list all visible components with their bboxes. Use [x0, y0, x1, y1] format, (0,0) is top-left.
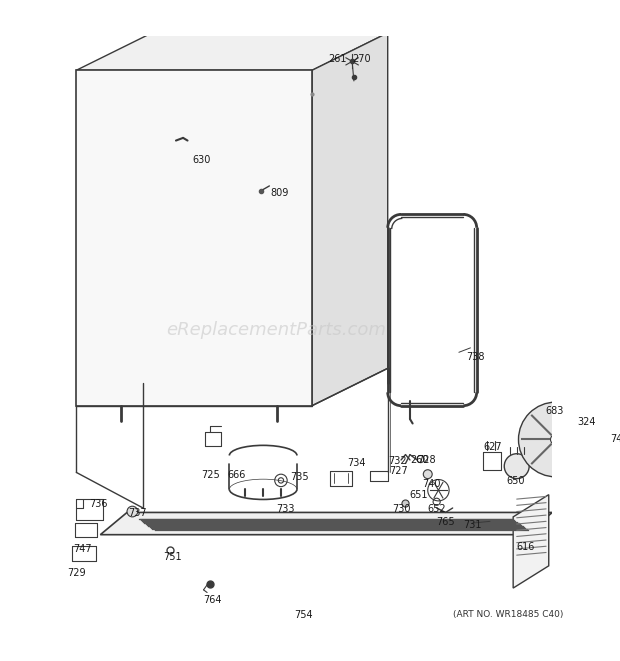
Text: (ART NO. WR18485 C40): (ART NO. WR18485 C40)	[453, 610, 563, 619]
Text: 260: 260	[410, 455, 428, 465]
Circle shape	[518, 402, 593, 477]
Text: 731: 731	[463, 520, 482, 529]
Circle shape	[551, 434, 561, 445]
Text: 729: 729	[68, 568, 86, 578]
Text: 727: 727	[389, 466, 408, 476]
Polygon shape	[312, 33, 388, 406]
Text: 630: 630	[192, 155, 210, 165]
Text: 751: 751	[164, 553, 182, 563]
Text: 735: 735	[290, 471, 309, 481]
Text: 683: 683	[545, 406, 564, 416]
Polygon shape	[76, 33, 388, 70]
Circle shape	[504, 453, 529, 479]
Text: 747: 747	[74, 543, 92, 553]
Circle shape	[127, 506, 138, 517]
Text: eReplacementParts.com: eReplacementParts.com	[167, 321, 386, 339]
Text: 754: 754	[294, 610, 313, 620]
Text: 261: 261	[328, 54, 347, 64]
Text: 616: 616	[516, 542, 535, 552]
Text: 725: 725	[201, 470, 219, 480]
Text: 734: 734	[348, 458, 366, 468]
Text: 270: 270	[352, 54, 371, 64]
Text: 732: 732	[388, 456, 406, 467]
Circle shape	[402, 500, 409, 507]
Text: 324: 324	[577, 417, 596, 427]
Polygon shape	[100, 512, 552, 535]
Polygon shape	[513, 494, 549, 588]
Text: 740: 740	[422, 479, 441, 488]
Text: 737: 737	[128, 508, 146, 518]
Text: 733: 733	[277, 504, 295, 514]
Text: 749: 749	[610, 434, 620, 444]
Text: 736: 736	[90, 499, 108, 509]
Text: 650: 650	[506, 476, 525, 486]
Text: 764: 764	[203, 595, 222, 605]
Text: 730: 730	[392, 504, 410, 514]
Text: 627: 627	[484, 442, 502, 452]
Circle shape	[423, 470, 432, 479]
Text: 652: 652	[428, 504, 446, 514]
Text: 666: 666	[228, 470, 246, 480]
Polygon shape	[76, 70, 312, 406]
Text: 651: 651	[409, 490, 428, 500]
Text: 765: 765	[436, 517, 455, 527]
Text: 738: 738	[466, 352, 484, 362]
Text: 728: 728	[417, 455, 436, 465]
Text: 809: 809	[270, 188, 289, 198]
